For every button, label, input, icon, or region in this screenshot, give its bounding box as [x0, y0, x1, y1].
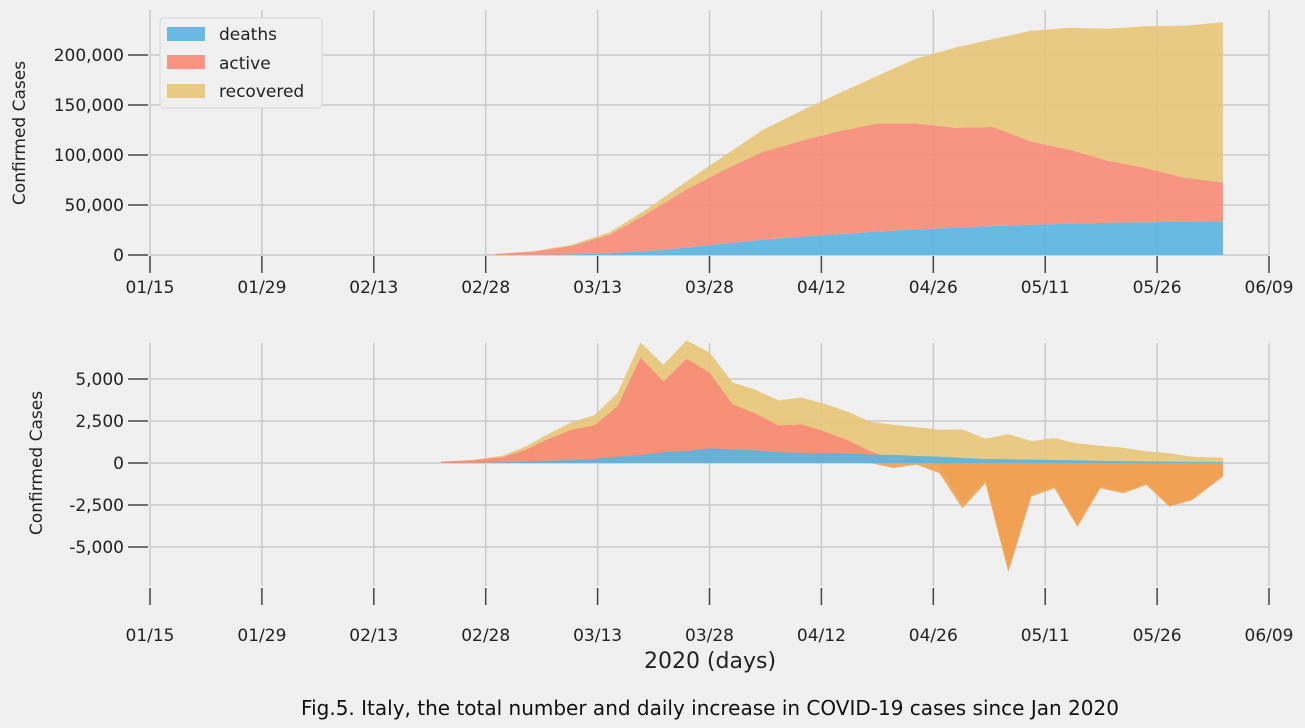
x-tick-label: 03/28 — [685, 626, 734, 646]
y-tick-label: 150,000 — [54, 96, 124, 116]
y-tick-label: 200,000 — [54, 46, 124, 66]
area-deaths — [441, 448, 1224, 463]
area-active — [441, 357, 1224, 569]
legend-swatch-active — [167, 55, 205, 69]
y-tick-label: 2,500 — [75, 412, 124, 432]
x-tick-label: 05/26 — [1133, 626, 1182, 646]
legend-label-active: active — [219, 54, 271, 74]
y-tick-label: 50,000 — [65, 196, 124, 216]
legend-label-recovered: recovered — [219, 82, 304, 102]
y-tick-label: -5,000 — [69, 538, 124, 558]
x-tick-label: 05/26 — [1133, 278, 1182, 298]
legend-swatch-recovered — [167, 84, 205, 98]
bottom-panel: -5,000 -2,500 0 2,500 5,000 01/15 01/29 02/13 02… — [69, 340, 1294, 646]
figure-caption: Fig.5. Italy, the total number and daily… — [301, 696, 1119, 720]
x-tick-label: 05/11 — [1021, 626, 1070, 646]
bottom-y-axis-label: Confirmed Cases — [27, 391, 47, 535]
area-active-negative — [441, 463, 1224, 573]
x-tick-label: 01/15 — [126, 626, 175, 646]
x-tick-label: 02/28 — [461, 278, 510, 298]
x-tick-label: 06/09 — [1245, 278, 1294, 298]
x-tick-label: 06/09 — [1245, 626, 1294, 646]
legend-swatch-deaths — [167, 27, 205, 41]
legend-label-deaths: deaths — [219, 25, 277, 45]
x-tick-label: 04/26 — [909, 626, 958, 646]
x-axis-label: 2020 (days) — [644, 649, 776, 674]
y-tick-label: 0 — [113, 246, 124, 266]
x-tick-label: 04/26 — [909, 278, 958, 298]
top-y-axis-label: Confirmed Cases — [10, 61, 30, 205]
y-tick-label: 100,000 — [54, 146, 124, 166]
y-tick-label: 5,000 — [75, 370, 124, 390]
x-tick-label: 03/28 — [685, 278, 734, 298]
x-tick-label: 02/13 — [349, 626, 398, 646]
x-tick-label: 04/12 — [797, 626, 846, 646]
y-tick-label: -2,500 — [69, 496, 124, 516]
x-tick-label: 03/13 — [573, 626, 622, 646]
x-tick-label: 01/15 — [126, 278, 175, 298]
x-tick-label: 01/29 — [237, 278, 286, 298]
x-tick-label: 03/13 — [573, 278, 622, 298]
y-tick-label: 0 — [113, 454, 124, 474]
area-active — [494, 123, 1224, 255]
area-deaths — [494, 221, 1224, 255]
x-tick-label: 02/13 — [349, 278, 398, 298]
top-panel: 0 50,000 100,000 150,000 200,000 01/15 01/29 02… — [54, 10, 1294, 298]
x-tick-label: 05/11 — [1021, 278, 1070, 298]
x-tick-label: 02/28 — [461, 626, 510, 646]
legend: deaths active recovered — [159, 17, 323, 109]
area-recovered — [494, 22, 1224, 254]
x-tick-label: 04/12 — [797, 278, 846, 298]
x-tick-label: 01/29 — [237, 626, 286, 646]
